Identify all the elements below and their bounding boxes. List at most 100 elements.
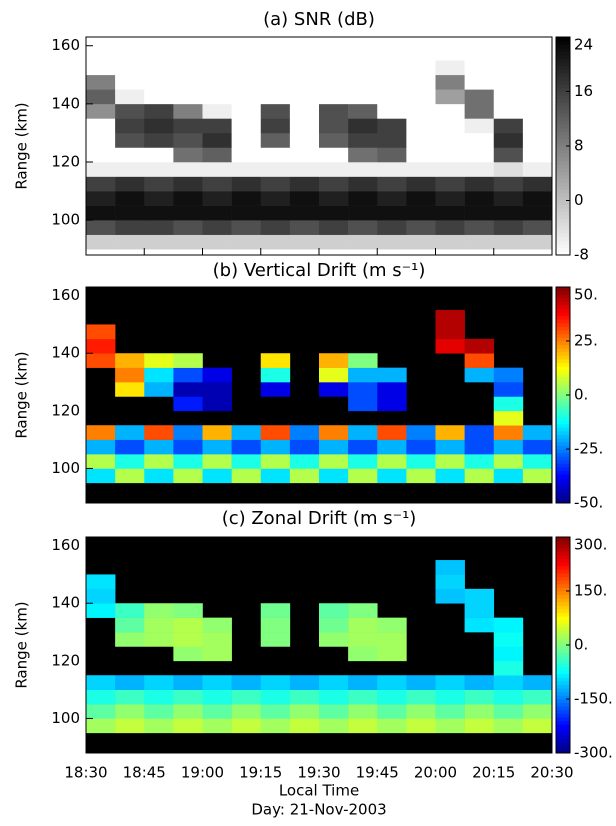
heatmap-cell [319, 45, 349, 61]
heatmap-cell [406, 60, 436, 76]
colorbar-swatch [556, 80, 570, 85]
heatmap-cell [493, 132, 524, 148]
heatmap-cell [493, 161, 524, 177]
heatmap-cell [464, 74, 495, 90]
heatmap-cell [377, 89, 407, 105]
heatmap-cell [319, 205, 349, 221]
colorbar-swatch [556, 87, 570, 92]
colorbar-swatch [556, 337, 570, 342]
colorbar-swatch [556, 594, 570, 599]
heatmap-cell [464, 45, 495, 61]
colorbar-swatch [556, 106, 570, 111]
heatmap-cell [406, 454, 436, 469]
colorbar-swatch [556, 312, 570, 317]
heatmap-cell [348, 60, 378, 76]
colorbar-swatch [556, 691, 570, 696]
heatmap-cell [522, 74, 553, 90]
colorbar-swatch [556, 351, 570, 356]
heatmap-cell [202, 718, 232, 734]
heatmap-cell [144, 89, 174, 105]
colorbar-swatch [556, 200, 570, 205]
heatmap-cell [86, 161, 116, 177]
heatmap-cell [289, 425, 320, 440]
heatmap-cell [289, 103, 320, 119]
colorbar-swatch [556, 290, 570, 295]
heatmap-cell [115, 704, 145, 719]
colorbar-swatch [556, 240, 570, 245]
heatmap-cell [464, 718, 495, 734]
heatmap-cell [464, 367, 495, 383]
heatmap-cell [406, 89, 436, 105]
heatmap-cell [115, 220, 145, 235]
heatmap-cell [522, 205, 553, 221]
heatmap-cell [464, 89, 495, 105]
heatmap-cell [493, 234, 524, 250]
x-tick-label: 19:15 [239, 764, 282, 782]
heatmap-cell [493, 220, 524, 235]
colorbar-swatch [556, 167, 570, 172]
heatmap-cell [377, 74, 407, 90]
colorbar-swatch [556, 395, 570, 399]
heatmap-cell [319, 675, 349, 690]
colorbar-swatch [556, 463, 570, 468]
heatmap-cell [231, 132, 262, 148]
colorbar-swatch [556, 695, 570, 700]
heatmap-cell [522, 118, 553, 134]
heatmap-cell [260, 675, 291, 690]
heatmap-cell [377, 234, 407, 250]
heatmap-cell [464, 353, 495, 368]
colorbar-swatch [556, 355, 570, 360]
heatmap-cell [202, 132, 232, 148]
heatmap-cell [464, 161, 495, 177]
heatmap-cell [86, 468, 116, 484]
colorbar-swatch [556, 591, 570, 595]
y-tick-label: 160 [51, 36, 80, 54]
heatmap-cell [377, 617, 407, 633]
heatmap-cell [202, 454, 232, 469]
colorbar-swatch [556, 416, 570, 421]
colorbar-swatch [556, 391, 570, 396]
heatmap-cell [144, 45, 174, 61]
colorbar-swatch [556, 156, 570, 161]
x-tick-label: 19:30 [297, 764, 340, 782]
heatmap-cell [260, 132, 291, 148]
heatmap-cell [319, 718, 349, 734]
heatmap-cell [173, 603, 203, 618]
heatmap-cell [173, 220, 203, 235]
heatmap-cell [173, 675, 203, 690]
heatmap-cell [202, 234, 232, 250]
heatmap-cell [115, 60, 145, 76]
heatmap-cell [289, 439, 320, 455]
colorbar-swatch [556, 58, 570, 63]
heatmap-cell [173, 617, 203, 633]
heatmap-cell [173, 382, 203, 397]
heatmap-cell [319, 89, 349, 105]
colorbar-swatch [556, 189, 570, 194]
heatmap-cell [173, 60, 203, 76]
colorbar-swatch [556, 98, 570, 103]
heatmap-cell [144, 191, 174, 206]
heatmap-cell [348, 439, 378, 455]
colorbar-swatch [556, 323, 570, 327]
heatmap-cell [377, 468, 407, 484]
colorbar-swatch [556, 587, 570, 592]
x-tick-label: 20:15 [472, 764, 515, 782]
heatmap-cell [493, 468, 524, 484]
heatmap-cell [289, 704, 320, 719]
heatmap-cell [231, 425, 262, 440]
heatmap-cell [464, 118, 495, 134]
heatmap-cell [144, 718, 174, 734]
heatmap-cell [115, 454, 145, 469]
heatmap-cell [406, 220, 436, 235]
heatmap-cell [493, 147, 524, 163]
heatmap-cell [522, 704, 553, 719]
heatmap-cell [493, 103, 524, 119]
heatmap-cell [435, 45, 465, 61]
heatmap-cell [435, 60, 465, 76]
heatmap-cell [435, 439, 465, 455]
heatmap-cell [435, 324, 465, 340]
heatmap-cell [115, 353, 145, 368]
heatmap-cell [493, 205, 524, 221]
colorbar-swatch [556, 294, 570, 299]
heatmap-cell [115, 45, 145, 61]
